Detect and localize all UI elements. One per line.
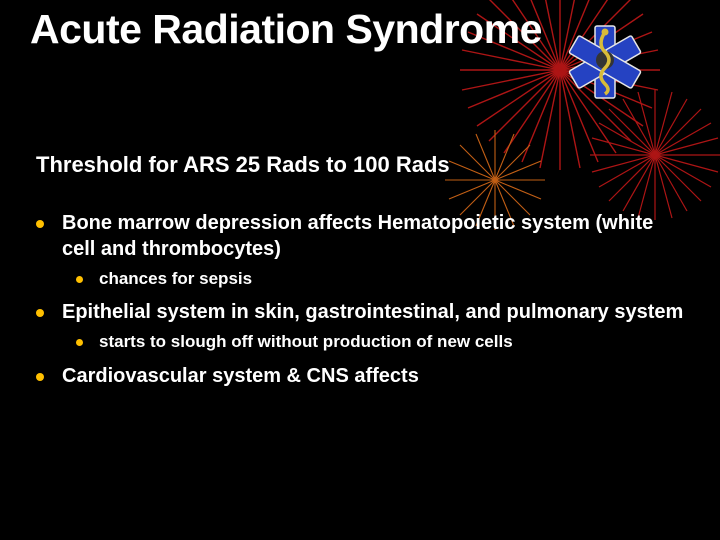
firework-icon (590, 90, 720, 220)
bullet-dot-icon (36, 220, 44, 228)
bullet-text: chances for sepsis (99, 268, 252, 289)
bullet-text: starts to slough off without production … (99, 331, 513, 352)
bullet-text: Cardiovascular system & CNS affects (62, 363, 419, 389)
slide: Acute Radiation Syndrome Threshold for A… (0, 0, 720, 540)
star-of-life-icon (569, 26, 641, 98)
bullet-dot-icon (36, 309, 44, 317)
slide-subtitle: Threshold for ARS 25 Rads to 100 Rads (36, 152, 450, 178)
list-sub-item: starts to slough off without production … (76, 331, 686, 352)
bullet-text: Bone marrow depression affects Hematopoi… (62, 210, 686, 262)
bullet-list: Bone marrow depression affects Hematopoi… (36, 210, 686, 395)
bullet-dot-icon (36, 373, 44, 381)
bullet-dot-icon (76, 339, 83, 346)
slide-title: Acute Radiation Syndrome (30, 8, 542, 51)
list-item: Bone marrow depression affects Hematopoi… (36, 210, 686, 262)
bullet-text: Epithelial system in skin, gastrointesti… (62, 299, 683, 325)
list-item: Epithelial system in skin, gastrointesti… (36, 299, 686, 325)
list-sub-item: chances for sepsis (76, 268, 686, 289)
list-item: Cardiovascular system & CNS affects (36, 363, 686, 389)
bullet-dot-icon (76, 276, 83, 283)
